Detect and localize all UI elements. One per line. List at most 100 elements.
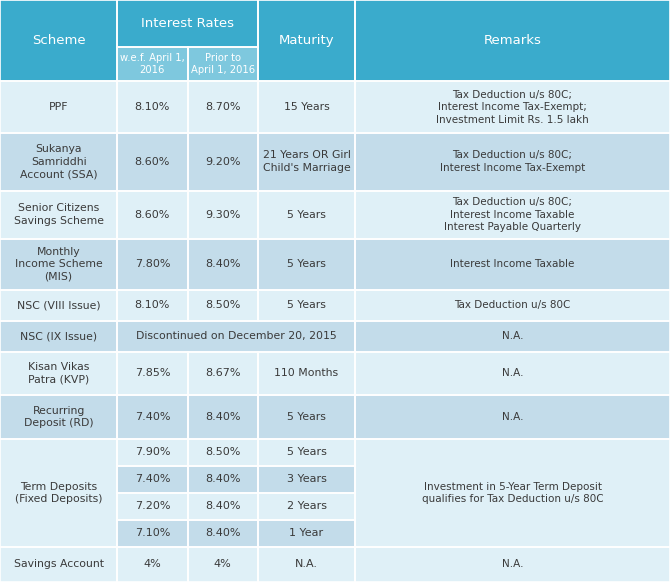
Bar [0,239,117,290]
Bar [117,439,188,466]
Text: Tax Deduction u/s 80C;
Interest Income Tax-Exempt;
Investment Limit Rs. 1.5 lakh: Tax Deduction u/s 80C; Interest Income T… [436,90,589,125]
Bar [188,395,258,439]
Text: 8.60%: 8.60% [135,157,170,166]
Bar [258,290,355,321]
Bar [258,81,355,133]
Bar [117,466,188,493]
Bar [355,352,670,395]
Text: 8.10%: 8.10% [135,300,170,310]
Bar [117,395,188,439]
Text: Term Deposits
(Fixed Deposits): Term Deposits (Fixed Deposits) [15,481,103,504]
Bar [0,546,117,582]
Bar [117,352,188,395]
Text: 7.40%: 7.40% [135,412,170,422]
Bar [188,133,258,190]
Text: 5 Years: 5 Years [287,210,326,219]
Text: 3 Years: 3 Years [287,474,326,484]
Bar [117,546,188,582]
Text: 15 Years: 15 Years [283,102,330,112]
Text: Savings Account: Savings Account [13,559,104,569]
Bar [355,395,670,439]
Text: 4%: 4% [214,559,232,569]
Bar [188,290,258,321]
Text: Senior Citizens
Savings Scheme: Senior Citizens Savings Scheme [13,204,104,226]
Text: 1 Year: 1 Year [289,528,324,538]
Bar [117,493,188,520]
Text: PPF: PPF [49,102,68,112]
Bar [258,466,355,493]
Text: 8.50%: 8.50% [205,300,241,310]
Bar [355,190,670,239]
Text: 8.40%: 8.40% [205,501,241,511]
Bar [188,466,258,493]
Bar [117,0,258,47]
Text: 7.85%: 7.85% [135,368,170,378]
Text: 8.50%: 8.50% [205,448,241,457]
Bar [355,133,670,190]
Bar [258,190,355,239]
Text: 8.40%: 8.40% [205,260,241,269]
Text: 8.40%: 8.40% [205,528,241,538]
Text: 5 Years: 5 Years [287,448,326,457]
Bar [355,0,670,81]
Text: Investment in 5-Year Term Deposit
qualifies for Tax Deduction u/s 80C: Investment in 5-Year Term Deposit qualif… [421,481,604,504]
Bar [117,190,188,239]
Text: Tax Deduction u/s 80C;
Interest Income Tax-Exempt: Tax Deduction u/s 80C; Interest Income T… [440,151,585,173]
Bar [117,239,188,290]
Text: N.A.: N.A. [295,559,318,569]
Text: 4%: 4% [143,559,161,569]
Text: N.A.: N.A. [502,559,523,569]
Text: 7.10%: 7.10% [135,528,170,538]
Text: 8.40%: 8.40% [205,412,241,422]
Bar [188,81,258,133]
Text: N.A.: N.A. [502,368,523,378]
Bar [117,81,188,133]
Bar [355,439,670,546]
Text: 8.60%: 8.60% [135,210,170,219]
Text: 8.10%: 8.10% [135,102,170,112]
Bar [188,47,258,81]
Text: Prior to
April 1, 2016: Prior to April 1, 2016 [191,53,255,75]
Text: 7.20%: 7.20% [135,501,170,511]
Text: w.e.f. April 1,
2016: w.e.f. April 1, 2016 [120,53,185,75]
Bar [258,352,355,395]
Bar [355,546,670,582]
Bar [0,133,117,190]
Text: Tax Deduction u/s 80C: Tax Deduction u/s 80C [454,300,571,310]
Bar [0,190,117,239]
Text: 8.70%: 8.70% [205,102,241,112]
Text: 9.30%: 9.30% [205,210,241,219]
Text: 21 Years OR Girl
Child's Marriage: 21 Years OR Girl Child's Marriage [263,151,350,173]
Text: Remarks: Remarks [484,34,541,47]
Text: NSC (VIII Issue): NSC (VIII Issue) [17,300,100,310]
Text: Scheme: Scheme [31,34,86,47]
Bar [0,290,117,321]
Bar [188,190,258,239]
Bar [258,0,355,81]
Text: 7.80%: 7.80% [135,260,170,269]
Bar [258,493,355,520]
Text: 7.40%: 7.40% [135,474,170,484]
Bar [355,239,670,290]
Bar [258,239,355,290]
Bar [117,321,355,352]
Bar [355,321,670,352]
Bar [355,290,670,321]
Bar [0,321,117,352]
Text: 110 Months: 110 Months [275,368,338,378]
Text: Sukanya
Samriddhi
Account (SSA): Sukanya Samriddhi Account (SSA) [20,144,97,179]
Text: NSC (IX Issue): NSC (IX Issue) [20,331,97,341]
Text: 5 Years: 5 Years [287,260,326,269]
Bar [117,133,188,190]
Bar [258,395,355,439]
Bar [117,290,188,321]
Bar [258,546,355,582]
Bar [188,546,258,582]
Bar [0,81,117,133]
Bar [188,239,258,290]
Bar [188,352,258,395]
Bar [188,493,258,520]
Text: 9.20%: 9.20% [205,157,241,166]
Text: Monthly
Income Scheme
(MIS): Monthly Income Scheme (MIS) [15,247,103,282]
Text: Discontinued on December 20, 2015: Discontinued on December 20, 2015 [136,331,336,341]
